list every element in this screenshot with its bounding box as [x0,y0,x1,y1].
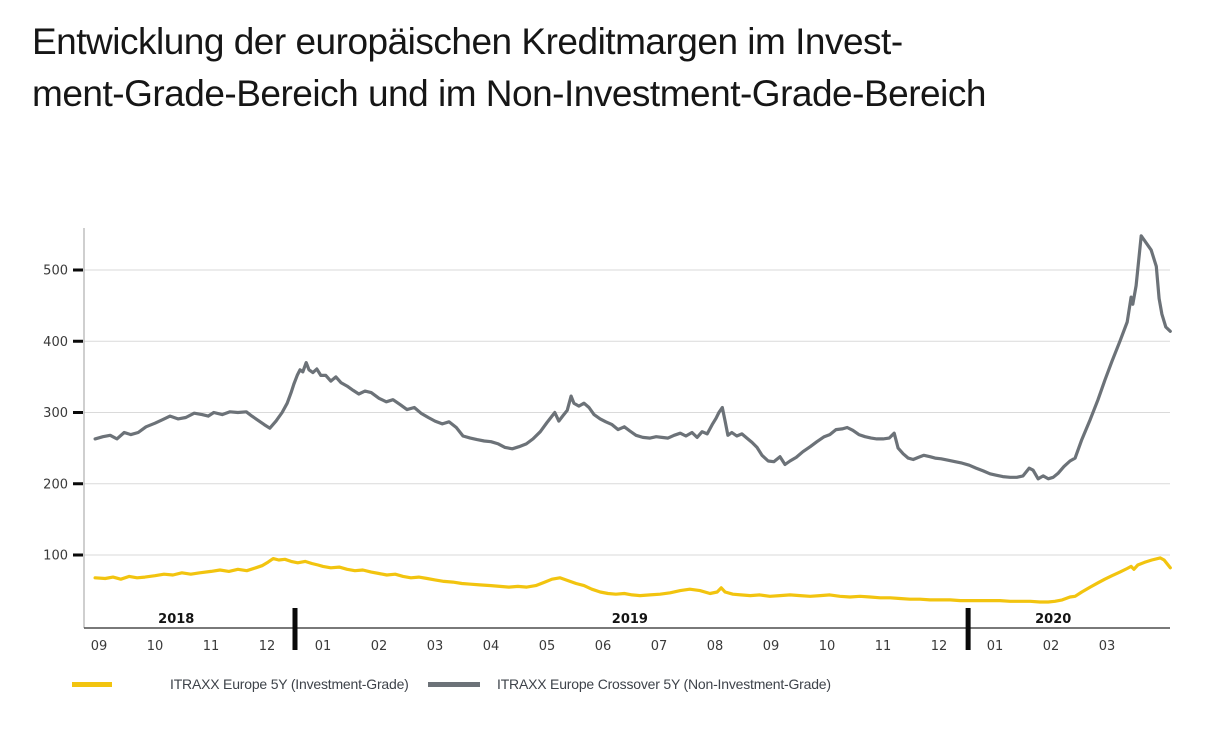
x-axis-month-label: 08 [707,639,724,654]
y-axis-label: 200 [43,477,68,492]
y-axis-tick [73,268,83,272]
year-label: 2018 [158,612,194,627]
y-axis-label: 500 [43,264,68,279]
x-axis-month-label: 02 [371,639,388,654]
x-axis-month-label: 10 [147,639,164,654]
x-axis-month-label: 12 [931,639,948,654]
x-axis-month-label: 03 [427,639,444,654]
x-axis-month-label: 06 [595,639,612,654]
y-axis-label: 300 [43,406,68,421]
year-label: 2020 [1035,612,1071,627]
year-separator-bar [965,608,971,650]
x-axis-month-label: 11 [875,639,892,654]
x-axis-month-label: 09 [763,639,780,654]
x-axis-month-label: 09 [91,639,108,654]
year-separator-bar [292,608,298,650]
chart-title-line1: Entwicklung der europäischen Kreditmarge… [32,21,903,62]
chart-title-line2: ment-Grade-Bereich und im Non-Investment… [32,73,986,114]
y-axis-tick [73,553,83,557]
x-axis-month-label: 04 [483,639,500,654]
y-axis-label: 100 [43,549,68,564]
y-axis-label: 400 [43,335,68,350]
y-axis-tick [73,339,83,343]
x-axis-month-label: 05 [539,639,556,654]
y-axis-tick [73,411,83,414]
y-axis-tick [73,482,83,486]
year-label: 2019 [612,612,648,627]
series-line-investment-grade [93,556,1172,604]
x-axis-month-label: 02 [1043,639,1060,654]
x-axis-month-label: 11 [203,639,220,654]
x-axis-month-label: 03 [1099,639,1116,654]
x-axis-month-label: 10 [819,639,836,654]
series-line-crossover [93,234,1172,481]
chart-title: Entwicklung der europäischen Kreditmarge… [32,16,986,120]
x-axis-month-label: 01 [987,639,1004,654]
x-axis-month-label: 07 [651,639,668,654]
x-axis-month-label: 01 [315,639,332,654]
x-axis-month-label: 12 [259,639,276,654]
